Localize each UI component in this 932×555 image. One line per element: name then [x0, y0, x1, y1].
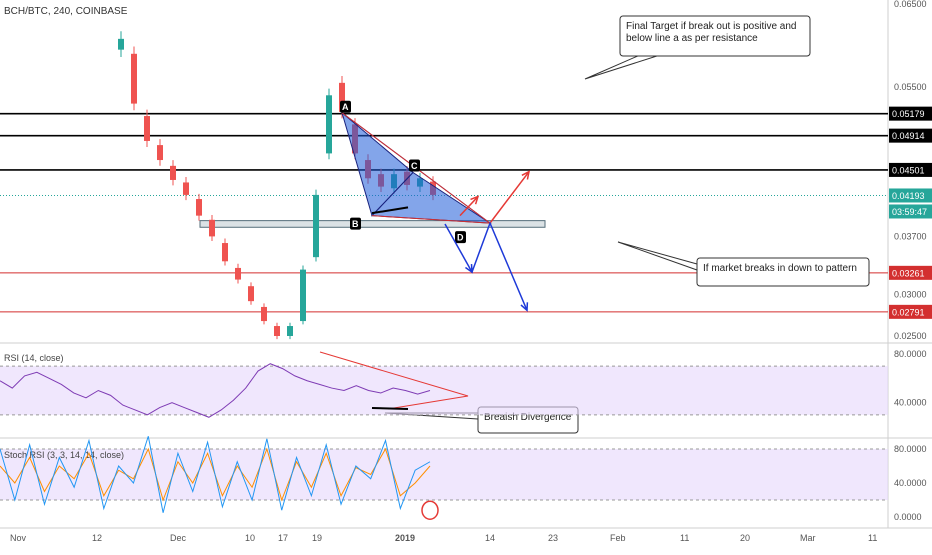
- pattern-point-text: C: [411, 161, 418, 171]
- pattern-point-text: A: [342, 102, 349, 112]
- arrow-red-short: [459, 196, 479, 217]
- callout-final-target: [619, 15, 811, 57]
- time-axis-label: 11: [680, 533, 689, 543]
- stoch-axis-tick: 0.0000: [894, 512, 922, 522]
- callout-breakdown: [696, 257, 870, 287]
- arrow-red-long-head: [521, 170, 531, 180]
- time-axis-label: 17: [278, 533, 288, 543]
- candle: [235, 267, 241, 280]
- pattern-point-label: [340, 100, 351, 113]
- price-label-text: 0.03261: [892, 268, 925, 278]
- rsi-line: [0, 363, 431, 418]
- price-label-box: [889, 162, 932, 177]
- time-axis-label: 23: [548, 533, 558, 543]
- stoch-axis-tick: 80.0000: [894, 444, 927, 454]
- stoch-k-line: [0, 436, 431, 513]
- candle: [196, 199, 202, 216]
- support-zone: [199, 220, 546, 228]
- pattern-point-text: D: [457, 233, 464, 243]
- callout-divergence-text: Breaish Divergence: [484, 412, 572, 423]
- candle: [287, 326, 293, 336]
- candle: [248, 286, 254, 302]
- candle: [326, 95, 332, 154]
- candle: [157, 145, 163, 161]
- candle: [313, 194, 319, 258]
- time-axis-label: Nov: [10, 533, 27, 543]
- arrow-red-short-head: [470, 195, 480, 205]
- price-label-box: [889, 304, 932, 319]
- candle: [222, 243, 228, 262]
- time-axis-label: 11: [868, 533, 877, 543]
- price-label-text: 0.04193: [892, 191, 925, 201]
- callout-breakdown-tail: [617, 241, 698, 271]
- candle: [131, 53, 137, 104]
- arrow-red-long: [489, 171, 530, 224]
- callout-final-target-text: below line a as per resistance: [626, 33, 758, 44]
- candle: [209, 219, 215, 237]
- candle: [274, 326, 280, 336]
- rsi-triangle-pattern: [319, 351, 469, 410]
- time-axis-label: 10: [245, 533, 255, 543]
- price-label-text: 0.04914: [892, 131, 925, 141]
- time-axis-label: Mar: [800, 533, 816, 543]
- stoch-label: Stoch RSI (3, 3, 14, 14, close): [4, 450, 124, 460]
- price-label-box: [889, 188, 932, 203]
- price-axis-tick: 0.05500: [894, 82, 927, 92]
- price-label-box: [889, 128, 932, 143]
- rsi-axis-tick: 80.0000: [894, 349, 927, 359]
- pattern-point-label: [350, 217, 361, 230]
- price-label-text: 0.04501: [892, 165, 925, 175]
- rsi-label: RSI (14, close): [4, 353, 64, 363]
- candle: [300, 269, 306, 322]
- pattern-support-line: [371, 215, 491, 224]
- callout-final-target-text: Final Target if break out is positive an…: [626, 21, 796, 32]
- price-axis-tick: 0.03000: [894, 290, 927, 300]
- stoch-oversold-circle: [421, 500, 439, 520]
- time-axis-label: 20: [740, 533, 750, 543]
- price-axis-tick: 0.03700: [894, 231, 927, 241]
- pattern-point-text: B: [352, 219, 359, 229]
- price-label-box: [889, 204, 932, 219]
- price-label-text: 0.02791: [892, 307, 925, 317]
- rsi-band: [0, 366, 888, 415]
- callout-final-target-tail: [584, 54, 661, 80]
- candle: [170, 165, 176, 180]
- pattern-support-stroke: [371, 206, 409, 215]
- candle: [339, 82, 345, 112]
- price-axis-tick: 0.06500: [894, 0, 927, 9]
- price-axis-tick: 0.02500: [894, 331, 927, 341]
- time-axis-label: Dec: [170, 533, 187, 543]
- rsi-divergence-stroke: [371, 407, 409, 410]
- stoch-band: [0, 449, 888, 500]
- price-label-text: 0.05179: [892, 109, 925, 119]
- time-axis-label: Feb: [610, 533, 626, 543]
- candle: [118, 38, 124, 50]
- price-label-text: 03:59:47: [892, 207, 927, 217]
- arrow-blue-short: [444, 223, 473, 273]
- arrow-blue-long: [471, 221, 528, 311]
- price-label-box: [889, 106, 932, 121]
- chart-symbol-header: BCH/BTC, 240, COINBASE: [4, 6, 128, 17]
- price-label-box: [889, 265, 932, 280]
- rsi-axis-tick: 40.0000: [894, 398, 927, 408]
- arrow-blue-long-head: [520, 302, 529, 312]
- callout-breakdown-text: If market breaks in down to pattern: [703, 263, 857, 274]
- stoch-axis-tick: 40.0000: [894, 478, 927, 488]
- pattern-point-label: [455, 231, 466, 244]
- time-axis-label: 12: [92, 533, 102, 543]
- time-axis-label: 19: [312, 533, 322, 543]
- time-axis-label: 2019: [395, 533, 415, 543]
- candle: [183, 182, 189, 195]
- time-axis-label: 14: [485, 533, 495, 543]
- candle: [144, 116, 150, 141]
- pattern-point-label: [409, 159, 420, 172]
- candle: [261, 306, 267, 322]
